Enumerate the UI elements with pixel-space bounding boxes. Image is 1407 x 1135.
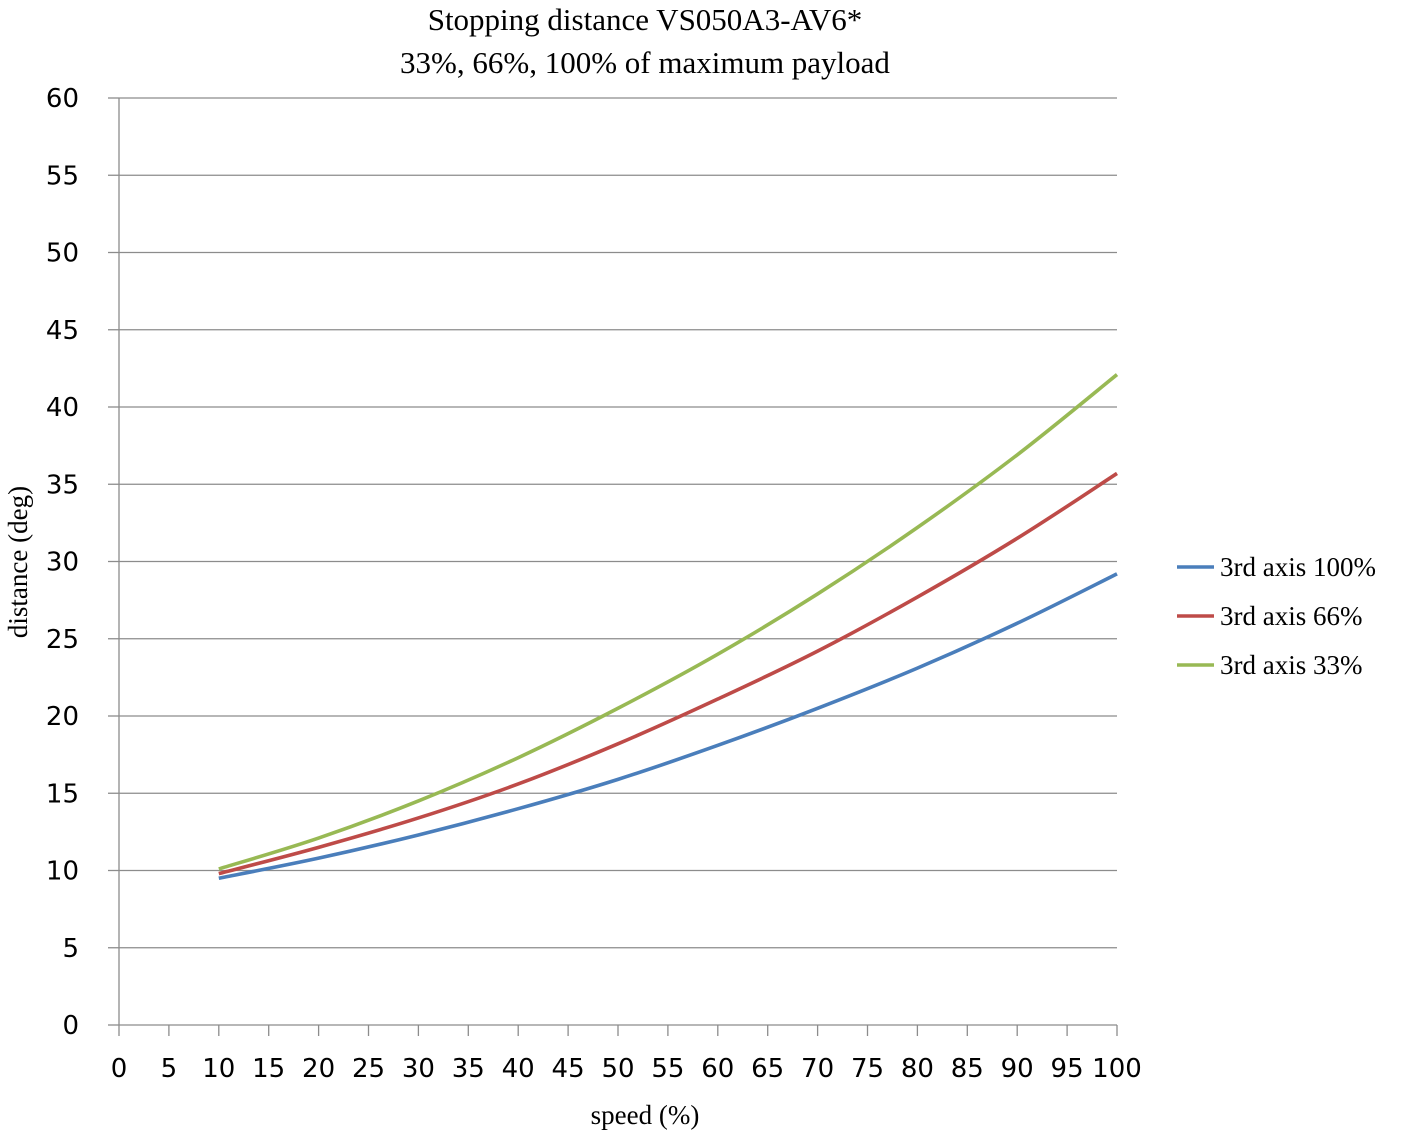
y-axis-title: distance (deg) [3, 486, 33, 638]
chart-title: Stopping distance VS050A3-AV6* [428, 2, 863, 37]
data-series [218, 373, 1119, 880]
x-tick-label: 15 [252, 1054, 285, 1084]
x-tick-label: 50 [601, 1054, 634, 1084]
y-tick-label: 55 [46, 161, 79, 191]
x-tick-label: 75 [851, 1054, 884, 1084]
x-tick-label: 90 [1001, 1054, 1034, 1084]
x-tick-label: 100 [1092, 1054, 1142, 1084]
x-tick-label: 5 [161, 1054, 178, 1084]
x-tick-label: 95 [1051, 1054, 1084, 1084]
legend: 3rd axis 100% 3rd axis 66% 3rd axis 33% [1177, 552, 1376, 680]
y-tick-label: 15 [46, 779, 79, 809]
y-tick-label: 30 [46, 548, 79, 578]
gridlines [119, 97, 1117, 949]
y-tick-label: 45 [46, 316, 79, 346]
y-tick-label: 5 [62, 934, 79, 964]
legend-item-100-percent: 3rd axis 100% [1177, 552, 1376, 582]
x-tick-label: 20 [302, 1054, 335, 1084]
legend-label: 3rd axis 33% [1220, 650, 1362, 680]
y-tick-label: 50 [46, 239, 79, 269]
y-tick-label: 60 [46, 84, 79, 114]
y-tick-label: 0 [62, 1011, 79, 1041]
series-line-66-percent [218, 471, 1118, 876]
x-tick-label: 65 [751, 1054, 784, 1084]
legend-label: 3rd axis 100% [1220, 552, 1376, 582]
x-axis-tick-labels: 0 5 10 15 20 25 30 35 40 45 50 55 60 65 70 75 80 85 90 95 10… [111, 1054, 1142, 1084]
x-tick-label: 35 [452, 1054, 485, 1084]
x-tick-label: 80 [901, 1054, 934, 1084]
y-tick-label: 40 [46, 393, 79, 423]
x-axis-title: speed (%) [591, 1100, 700, 1130]
x-tick-label: 60 [701, 1054, 734, 1084]
x-tick-label: 25 [352, 1054, 385, 1084]
x-tick-label: 30 [402, 1054, 435, 1084]
series-line-33-percent [218, 373, 1119, 871]
x-tick-label: 40 [502, 1054, 535, 1084]
x-tick-label: 70 [801, 1054, 834, 1084]
legend-label: 3rd axis 66% [1220, 601, 1362, 631]
x-tick-label: 55 [651, 1054, 684, 1084]
y-tick-label: 20 [46, 702, 79, 732]
chart-subtitle: 33%, 66%, 100% of maximum payload [400, 45, 890, 80]
legend-item-66-percent: 3rd axis 66% [1177, 601, 1362, 631]
x-tick-label: 0 [111, 1054, 128, 1084]
x-tick-label: 45 [552, 1054, 585, 1084]
y-tick-label: 25 [46, 625, 79, 655]
legend-item-33-percent: 3rd axis 33% [1177, 650, 1362, 680]
y-tick-label: 35 [46, 470, 79, 500]
y-axis-tick-labels: 0 5 10 15 20 25 30 35 40 45 50 55 60 [46, 84, 79, 1041]
axes [108, 97, 1118, 1036]
x-tick-label: 85 [951, 1054, 984, 1084]
y-tick-label: 10 [46, 857, 79, 887]
series-line-100-percent [218, 572, 1118, 880]
x-tick-label: 10 [202, 1054, 235, 1084]
